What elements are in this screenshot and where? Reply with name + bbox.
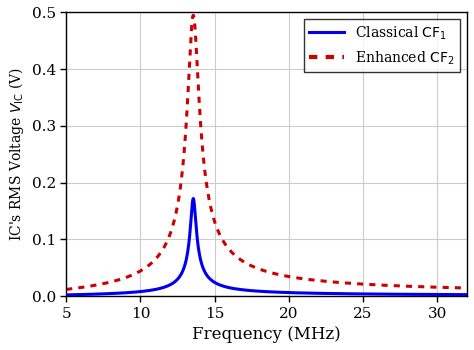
Classical $\mathrm{CF}_1$ [363,292,368,296]
Enhanced $\mathrm{CF}_2$ [393,284,399,288]
Enhanced $\mathrm{CF}_2$ [304,277,310,281]
Enhanced $\mathrm{CF}_2$ [464,286,470,290]
Enhanced $\mathrm{CF}_2$ [136,270,142,274]
X-axis label: Frequency (MHz): Frequency (MHz) [192,326,341,343]
Classical $\mathrm{CF}_1$ [304,291,310,295]
Legend: Classical $\mathrm{CF}_1$, Enhanced $\mathrm{CF}_2$: Classical $\mathrm{CF}_1$, Enhanced $\ma… [304,19,460,72]
Enhanced $\mathrm{CF}_2$ [363,282,368,286]
Classical $\mathrm{CF}_1$ [217,283,222,287]
Classical $\mathrm{CF}_1$ [136,289,142,294]
Enhanced $\mathrm{CF}_2$ [64,287,69,292]
Line: Enhanced $\mathrm{CF}_2$: Enhanced $\mathrm{CF}_2$ [66,15,467,289]
Classical $\mathrm{CF}_1$ [324,291,330,295]
Enhanced $\mathrm{CF}_2$ [191,13,196,18]
Classical $\mathrm{CF}_1$ [64,293,69,297]
Enhanced $\mathrm{CF}_2$ [324,279,330,284]
Classical $\mathrm{CF}_1$ [464,293,470,297]
Enhanced $\mathrm{CF}_2$ [217,232,222,236]
Classical $\mathrm{CF}_1$ [191,196,196,201]
Line: Classical $\mathrm{CF}_1$: Classical $\mathrm{CF}_1$ [66,198,467,295]
Y-axis label: IC's RMS Voltage $V_{\mathrm{IC}}$ (V): IC's RMS Voltage $V_{\mathrm{IC}}$ (V) [7,67,26,241]
Classical $\mathrm{CF}_1$ [393,292,399,296]
